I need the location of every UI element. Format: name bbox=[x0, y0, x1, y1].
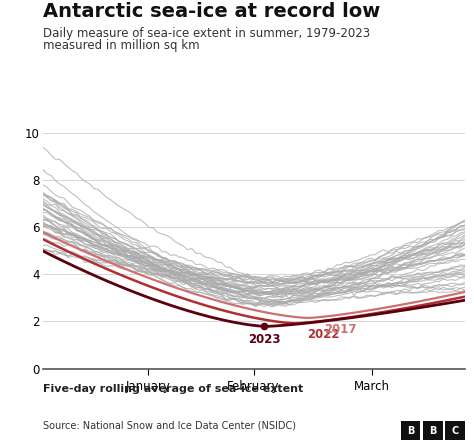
Text: Daily measure of sea-ice extent in summer, 1979-2023: Daily measure of sea-ice extent in summe… bbox=[43, 27, 370, 40]
Text: Source: National Snow and Ice Data Center (NSIDC): Source: National Snow and Ice Data Cente… bbox=[43, 421, 296, 431]
Text: Antarctic sea-ice at record low: Antarctic sea-ice at record low bbox=[43, 2, 380, 21]
Text: measured in million sq km: measured in million sq km bbox=[43, 39, 199, 52]
Text: C: C bbox=[451, 426, 459, 436]
Text: 2023: 2023 bbox=[248, 333, 281, 346]
Text: B: B bbox=[429, 426, 437, 436]
Text: B: B bbox=[407, 426, 414, 436]
Text: 2022: 2022 bbox=[307, 329, 340, 341]
Text: 2017: 2017 bbox=[324, 323, 357, 336]
Text: Five-day rolling average of sea-ice extent: Five-day rolling average of sea-ice exte… bbox=[43, 384, 303, 394]
